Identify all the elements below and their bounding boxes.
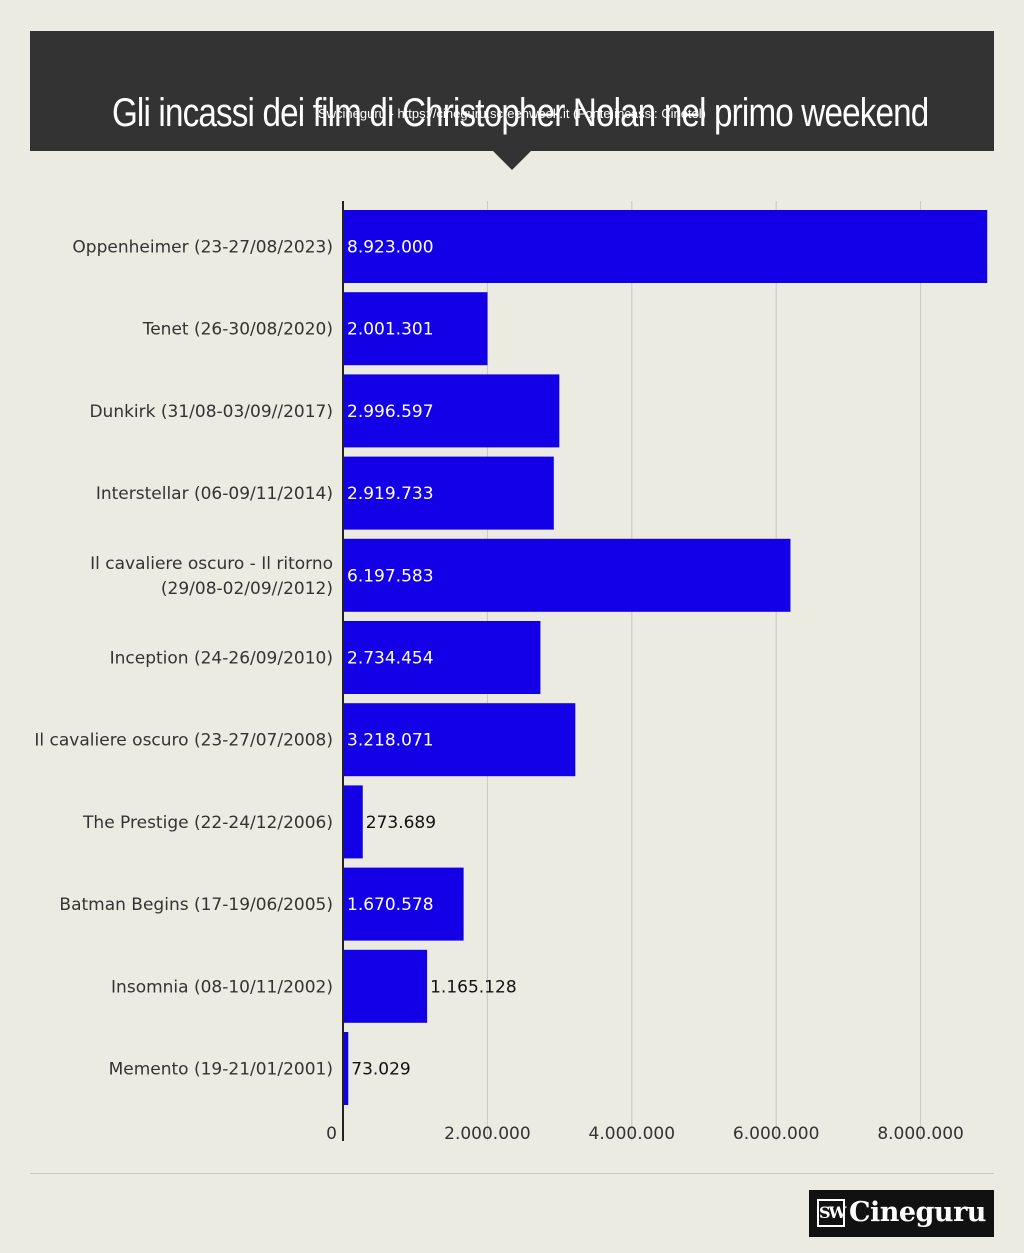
bar	[343, 538, 791, 612]
bar-value-label: 2.919.733	[347, 484, 434, 504]
bar	[343, 1032, 349, 1105]
category-label: Interstellar (06-09/11/2014)	[96, 484, 333, 504]
bar	[343, 867, 464, 941]
category-label: Inception (24-26/09/2010)	[110, 649, 333, 669]
bar	[343, 374, 560, 448]
category-label: Il cavaliere oscuro (23-27/07/2008)	[34, 731, 333, 751]
x-tick-label: 8.000.000	[877, 1124, 964, 1144]
bar-value-label: 3.218.071	[347, 731, 434, 751]
bar	[343, 621, 541, 694]
category-label: Batman Begins (17-19/06/2005)	[59, 895, 333, 915]
bar-chart: 0 2.000.000 4.000.000 6.000.000 8.000.000 8.9…	[34, 201, 988, 1144]
x-tick-label: 6.000.000	[733, 1124, 820, 1144]
bar	[343, 949, 428, 1023]
logo-mark: SW	[817, 1199, 847, 1227]
chart-header: Gli incassi dei film di Christopher Nola…	[30, 31, 994, 151]
bar-value-label: 73.029	[351, 1060, 410, 1080]
logo-text: Cineguru	[849, 1197, 986, 1228]
bar-value-label: 8.923.000	[347, 238, 434, 258]
bar	[343, 210, 988, 283]
chart-subtitle: Swcineguru - https://cineguru.screenweek…	[317, 106, 706, 121]
x-tick-label: 2.000.000	[444, 1124, 531, 1144]
bar	[343, 456, 554, 530]
bar	[343, 292, 488, 366]
category-label: Dunkirk (31/08-03/09//2017)	[89, 402, 333, 422]
category-label: Insomnia (08-10/11/2002)	[111, 977, 333, 997]
bar-value-label: 6.197.583	[347, 566, 434, 586]
bar	[343, 703, 576, 777]
category-label: The Prestige (22-24/12/2006)	[82, 813, 333, 833]
category-label: (29/08-02/09//2012)	[161, 579, 333, 599]
chart-title: Gli incassi dei film di Christopher Nola…	[111, 91, 929, 135]
bar-value-label: 1.670.578	[347, 895, 434, 915]
bar-value-label: 2.734.454	[347, 649, 434, 669]
footer-divider	[30, 1173, 994, 1174]
category-label: Tenet (26-30/08/2020)	[142, 320, 333, 340]
category-label: Memento (19-21/01/2001)	[109, 1060, 333, 1080]
header-pointer	[492, 150, 532, 170]
category-label: Il cavaliere oscuro - Il ritorno	[90, 554, 333, 574]
bar-value-label: 273.689	[366, 813, 436, 833]
x-tick-label: 4.000.000	[589, 1124, 676, 1144]
category-label: Oppenheimer (23-27/08/2023)	[72, 238, 333, 258]
bar-value-label: 2.996.597	[347, 402, 434, 422]
bar	[343, 785, 363, 859]
bar-value-label: 1.165.128	[430, 977, 517, 997]
bar-value-label: 2.001.301	[347, 320, 434, 340]
cineguru-logo: SW Cineguru	[809, 1190, 994, 1237]
x-tick-label: 0	[326, 1124, 337, 1144]
